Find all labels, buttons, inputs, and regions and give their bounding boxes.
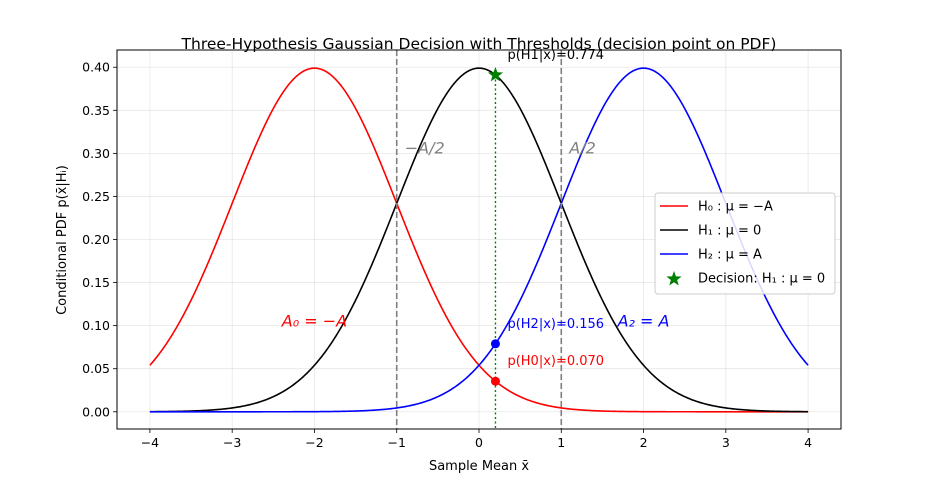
- x-tick-label: −4: [141, 435, 159, 450]
- legend-star-swatch: [666, 271, 682, 286]
- y-tick-label: 0.05: [82, 361, 110, 376]
- legend-box: [654, 192, 836, 295]
- posterior-annotation: p(H0|x)=0.070: [507, 354, 604, 369]
- x-tick-label: −2: [305, 435, 323, 450]
- series-line-h1: [149, 67, 809, 413]
- legend-entry-label: H₁ : μ = 0: [698, 224, 761, 239]
- legend-entry-label: H₀ : μ = −A: [698, 200, 773, 215]
- y-tick-label: 0.00: [82, 404, 110, 419]
- x-tick-label: 1: [557, 435, 565, 450]
- posterior-annotation: p(H1|x)=0.774: [507, 48, 604, 63]
- ticks: −4 −3 −2 −1 0 1 2 3 4 0.00 0.05 0.10 0.15 0.20 0.25 0.3…: [82, 60, 812, 450]
- y-tick-label: 0.40: [82, 60, 110, 75]
- legend: H₀ : μ = −A H₁ : μ = 0 H₂ : μ = A Decision:…: [654, 192, 836, 295]
- x-tick-label: −3: [223, 435, 241, 450]
- posterior-annotation: p(H2|x)=0.156: [507, 317, 604, 332]
- region-label: A₀ = −A: [281, 311, 347, 330]
- x-tick-label: 2: [640, 435, 648, 450]
- series-line-h2: [149, 67, 809, 413]
- decision-star-marker: [487, 66, 504, 82]
- x-tick-label: 3: [722, 435, 730, 450]
- chart-title: Three-Hypothesis Gaussian Decision with …: [181, 35, 777, 53]
- x-axis-label: Sample Mean x̄: [429, 459, 529, 474]
- posterior-point: [490, 339, 500, 349]
- threshold-label: A/2: [568, 138, 596, 157]
- y-tick-label: 0.30: [82, 146, 110, 161]
- x-tick-label: 4: [804, 435, 812, 450]
- x-tick-label: −1: [388, 435, 406, 450]
- y-tick-label: 0.15: [82, 275, 110, 290]
- y-tick-label: 0.10: [82, 318, 110, 333]
- legend-entry-label: Decision: H₁ : μ = 0: [698, 272, 825, 287]
- posterior-point: [490, 376, 500, 386]
- y-axis-label: Conditional PDF p(x̄|Hᵢ): [55, 165, 70, 315]
- x-tick-label: 0: [475, 435, 483, 450]
- y-tick-label: 0.20: [82, 232, 110, 247]
- legend-entry-label: H₂ : μ = A: [698, 248, 762, 263]
- y-tick-label: 0.35: [82, 103, 110, 118]
- threshold-label: −A/2: [405, 138, 445, 157]
- region-label: A₂ = A: [617, 311, 670, 330]
- plot-content: −A/2 A/2 A₀ = −A A₂ = A: [149, 50, 809, 429]
- y-tick-label: 0.25: [82, 189, 110, 204]
